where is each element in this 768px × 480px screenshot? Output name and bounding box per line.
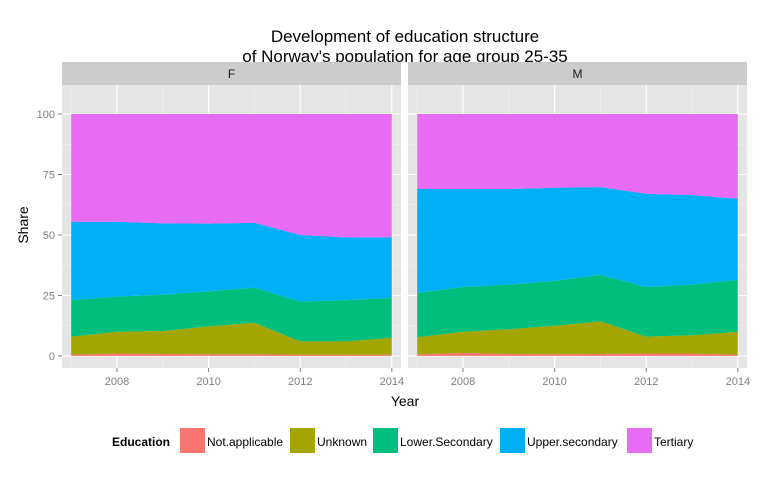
area-unknown-f — [71, 322, 392, 355]
facet-strip — [62, 62, 401, 85]
legend-key-lower-secondary — [373, 428, 398, 453]
area-lower-secondary-m — [417, 274, 738, 338]
area-tertiary-f — [71, 114, 392, 238]
chart-title-line-1: Development of education structure — [271, 27, 539, 46]
legend-label: Upper.secondary — [527, 435, 618, 449]
x-tick-label: 2012 — [288, 376, 312, 388]
panel-M: M 2008 2010 2012 2014 — [408, 62, 750, 388]
legend-label: Lower.Secondary — [400, 435, 493, 449]
legend: Education Not.applicable Unknown Lower.Sec… — [112, 428, 693, 453]
facet-strip-label: F — [228, 67, 235, 81]
area-unknown-m — [417, 321, 738, 355]
x-tick-label: 2014 — [726, 376, 750, 388]
area-upper-secondary-m — [417, 187, 738, 293]
legend-label: Tertiary — [654, 435, 693, 449]
y-axis-label: Share — [15, 206, 31, 244]
legend-key-not-applicable — [180, 428, 205, 453]
area-upper-secondary-f — [71, 221, 392, 302]
chart-title: Development of education structure of No… — [242, 27, 568, 66]
legend-key-tertiary — [627, 428, 652, 453]
x-tick-label: 2008 — [105, 376, 129, 388]
facet-strip-label: M — [573, 67, 583, 81]
x-tick-label: 2008 — [451, 376, 475, 388]
x-tick-label: 2012 — [634, 376, 658, 388]
area-not-applicable-m — [417, 353, 738, 356]
legend-label: Not.applicable — [207, 435, 283, 449]
facet-strip — [408, 62, 747, 85]
panel-F: F 2008 2010 2012 2014 0 25 50 75 100 — [37, 62, 404, 388]
chart-title-line-2: of Norway's population for age group 25-… — [242, 47, 568, 66]
legend-title: Education — [112, 435, 170, 449]
area-tertiary-m — [417, 114, 738, 199]
facet-panels: F 2008 2010 2012 2014 0 25 50 75 100 M 2008 2010 2012… — [37, 62, 750, 388]
legend-key-upper-secondary — [500, 428, 525, 453]
area-lower-secondary-f — [71, 287, 392, 342]
legend-key-unknown — [290, 428, 315, 453]
y-tick-label: 75 — [43, 169, 55, 181]
y-tick-label: 50 — [43, 230, 55, 242]
x-axis-label: Year — [391, 393, 420, 409]
y-tick-label: 0 — [49, 351, 55, 363]
x-tick-label: 2010 — [542, 376, 566, 388]
y-tick-label: 100 — [37, 109, 55, 121]
legend-label: Unknown — [317, 435, 367, 449]
x-tick-label: 2010 — [196, 376, 220, 388]
area-not-applicable-f — [71, 353, 392, 356]
y-tick-label: 25 — [43, 290, 55, 302]
x-tick-label: 2014 — [380, 376, 404, 388]
